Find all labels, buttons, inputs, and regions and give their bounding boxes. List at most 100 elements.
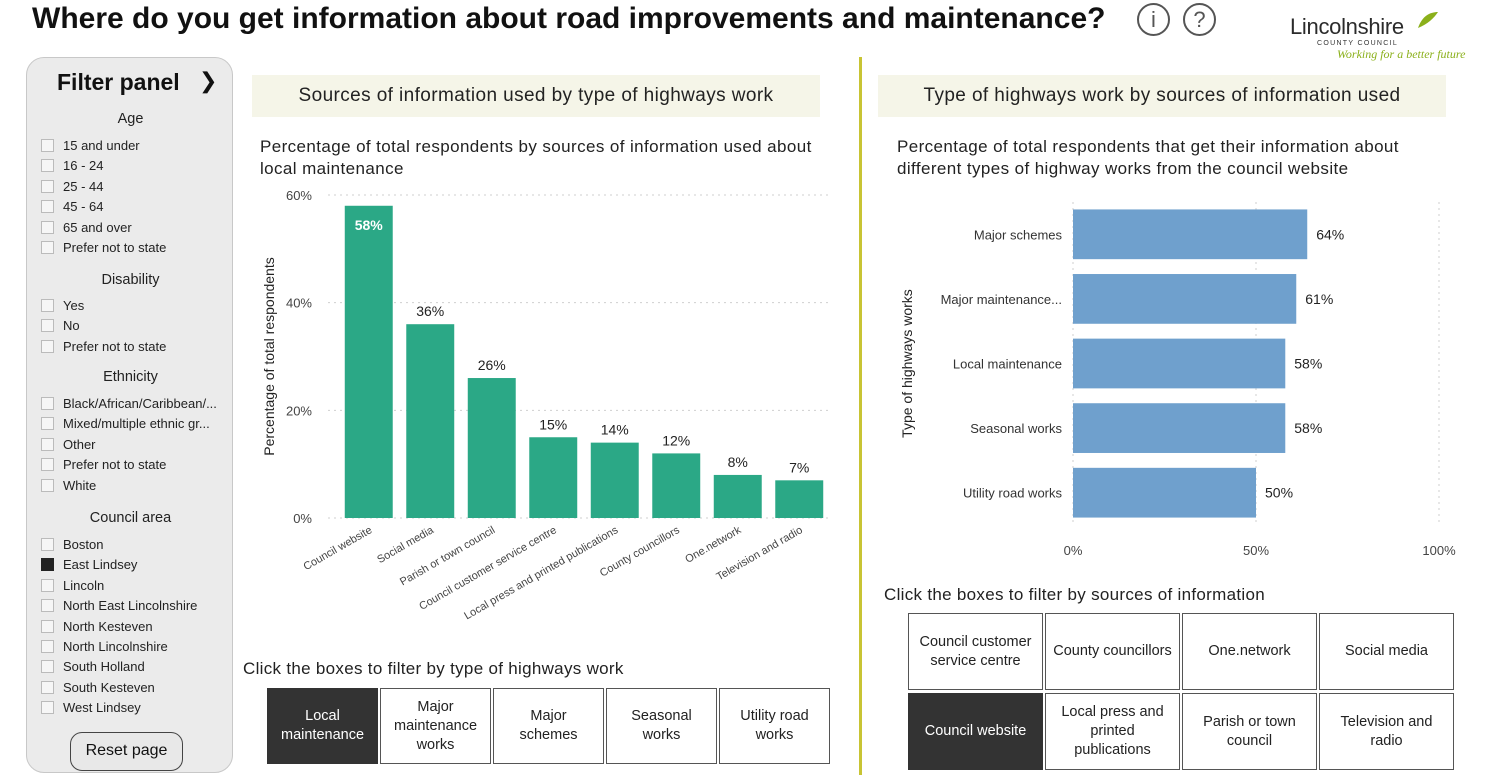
checkbox[interactable] — [41, 241, 54, 254]
checkbox[interactable] — [41, 599, 54, 613]
bar — [529, 437, 578, 518]
checkbox[interactable] — [41, 397, 54, 410]
source-tile[interactable]: Council customer service centre — [908, 613, 1043, 690]
y-axis-label: Percentage of total respondents — [261, 257, 277, 455]
filter-option[interactable]: Yes — [41, 298, 84, 315]
work-type-tile[interactable]: Major schemes — [493, 688, 604, 764]
filter-option[interactable]: No — [41, 318, 80, 335]
category-label: Local maintenance — [953, 357, 1062, 372]
filter-option[interactable]: North East Lincolnshire — [41, 598, 197, 615]
source-tile[interactable]: Television and radio — [1319, 693, 1454, 770]
work-type-tile[interactable]: Major maintenance works — [380, 688, 491, 764]
data-label: 50% — [1265, 485, 1293, 501]
bar — [406, 324, 455, 518]
filter-option[interactable]: East Lindsey — [41, 557, 137, 574]
bar — [775, 480, 824, 518]
filter-option[interactable]: Black/African/Caribbean/... — [41, 396, 217, 413]
filter-option[interactable]: 45 - 64 — [41, 199, 103, 216]
data-label: 14% — [601, 422, 629, 438]
filter-option[interactable]: North Lincolnshire — [41, 639, 168, 656]
filter-option[interactable]: South Holland — [41, 659, 145, 676]
filter-option[interactable]: Lincoln — [41, 578, 104, 595]
source-tile[interactable]: Social media — [1319, 613, 1454, 690]
filter-option[interactable]: North Kesteven — [41, 619, 153, 636]
filter-option[interactable]: Other — [41, 437, 96, 454]
help-icon[interactable]: ? — [1183, 3, 1216, 36]
filter-option[interactable]: 15 and under — [41, 138, 140, 155]
checkbox[interactable] — [41, 417, 54, 431]
data-label: 36% — [416, 303, 444, 319]
source-tile[interactable]: One.network — [1182, 613, 1317, 690]
category-label: Seasonal works — [970, 421, 1062, 436]
filter-option[interactable]: Prefer not to state — [41, 339, 166, 356]
checkbox[interactable] — [41, 701, 54, 715]
data-label: 61% — [1305, 291, 1333, 307]
filter-option[interactable]: South Kesteven — [41, 680, 155, 697]
bar — [1073, 338, 1286, 389]
data-label: 64% — [1316, 226, 1344, 242]
checkbox[interactable] — [41, 159, 54, 173]
info-icon[interactable]: i — [1137, 3, 1170, 36]
filter-option[interactable]: Prefer not to state — [41, 457, 166, 474]
filter-option-label: South Holland — [63, 659, 145, 675]
filter-option-label: Prefer not to state — [63, 338, 167, 354]
filter-group-heading: Council area — [89, 510, 172, 526]
data-label: 8% — [728, 454, 748, 470]
filter-option-label: North Kesteven — [63, 618, 153, 634]
bar — [1073, 274, 1297, 324]
work-type-tile[interactable]: Seasonal works — [606, 688, 717, 764]
checkbox[interactable] — [41, 680, 54, 694]
filter-option[interactable]: 16 - 24 — [41, 158, 103, 175]
checkbox[interactable] — [41, 299, 54, 312]
filter-option[interactable]: White — [41, 478, 96, 495]
filter-option-label: Yes — [63, 298, 85, 313]
sources-bar-chart: 0% 20% 40% 60% Percentage of total responden… — [261, 188, 830, 622]
checkbox[interactable] — [41, 437, 54, 451]
filter-option[interactable]: Mixed/multiple ethnic gr... — [41, 416, 210, 433]
work-type-tile[interactable]: Local maintenance — [267, 688, 378, 764]
work-type-tile[interactable]: Utility road works — [719, 688, 830, 764]
checkbox[interactable] — [41, 660, 54, 674]
filter-option-label: 16 - 24 — [63, 158, 104, 174]
filter-option[interactable]: West Lindsey — [41, 700, 141, 717]
filter-option-label: Prefer not to state — [63, 457, 167, 473]
filter-option[interactable]: Prefer not to state — [41, 240, 166, 257]
reset-page-button[interactable]: Reset page — [70, 732, 183, 771]
category-label: Council website — [302, 524, 375, 573]
filter-group-heading: Ethnicity — [103, 369, 158, 385]
source-tile[interactable]: County councillors — [1045, 613, 1180, 690]
checkbox[interactable] — [41, 319, 54, 333]
filter-option-label: No — [63, 318, 80, 334]
checkbox[interactable] — [41, 478, 54, 492]
filter-panel-title: Filter panel — [57, 69, 180, 95]
checkbox[interactable] — [41, 139, 54, 152]
collapse-chevron-icon[interactable]: ❯ — [199, 69, 218, 94]
checkbox[interactable] — [41, 538, 54, 551]
filter-option-label: White — [63, 477, 97, 493]
filter-option-label: 15 and under — [63, 138, 140, 153]
checkbox[interactable] — [41, 640, 54, 653]
section-divider — [859, 57, 862, 775]
horizontal-chart-title: Percentage of total respondents that get… — [897, 137, 1399, 178]
checkbox[interactable] — [41, 558, 54, 572]
checkbox[interactable] — [41, 578, 54, 592]
source-tile[interactable]: Parish or town council — [1182, 693, 1317, 770]
checkbox[interactable] — [41, 619, 54, 633]
filter-option-label: Black/African/Caribbean/... — [63, 396, 217, 411]
source-tile[interactable]: Local press and printed publications — [1045, 693, 1180, 770]
filter-option[interactable]: 65 and over — [41, 220, 132, 237]
checkbox[interactable] — [41, 200, 54, 214]
checkbox[interactable] — [41, 339, 54, 353]
filter-option-label: Boston — [63, 537, 104, 552]
filter-option[interactable]: 25 - 44 — [41, 179, 103, 196]
data-label: 12% — [662, 432, 690, 448]
checkbox[interactable] — [41, 179, 54, 193]
logo-name: Lincolnshire — [1290, 14, 1404, 39]
filter-option[interactable]: Boston — [41, 537, 103, 554]
checkbox[interactable] — [41, 458, 54, 472]
data-label: 58% — [1294, 356, 1322, 372]
checkbox[interactable] — [41, 220, 54, 234]
y-tick-label: 60% — [286, 188, 312, 203]
bar — [1073, 403, 1286, 453]
source-tile[interactable]: Council website — [908, 693, 1043, 770]
